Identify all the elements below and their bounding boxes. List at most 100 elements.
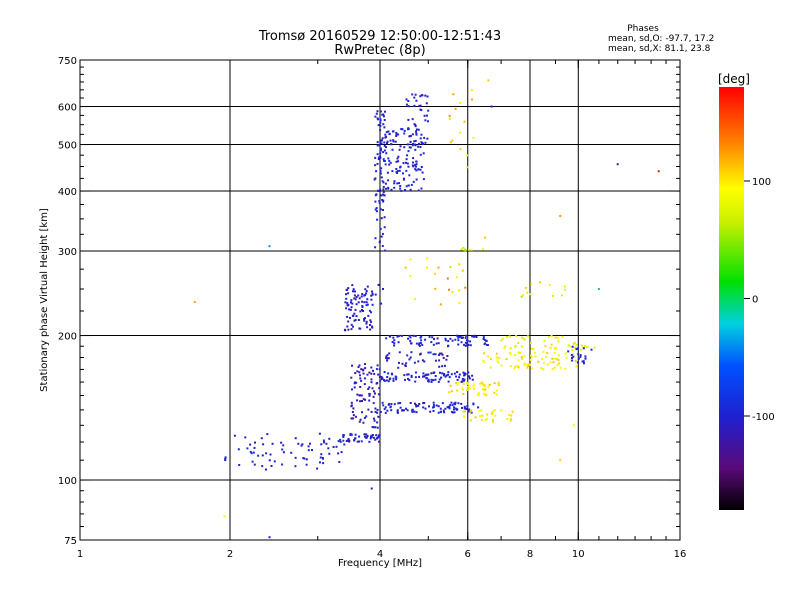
echo-point — [386, 376, 389, 378]
echo-point — [390, 403, 393, 405]
echo-point — [377, 283, 380, 286]
echo-point — [418, 403, 421, 405]
echo-point — [447, 340, 450, 343]
echo-point — [382, 404, 385, 407]
echo-point — [349, 434, 352, 436]
echo-point — [340, 451, 343, 454]
echo-point — [474, 416, 477, 419]
echo-point — [430, 372, 433, 375]
echo-point — [523, 355, 526, 358]
echo-point — [455, 375, 458, 378]
echo-point — [332, 446, 335, 448]
echo-point — [544, 356, 547, 358]
phase-stats: Phases mean, sd,O: -97.7, 17.2 mean, sd,… — [608, 24, 714, 54]
echo-point — [383, 379, 385, 382]
echo-point — [360, 440, 363, 443]
echo-point — [411, 93, 414, 96]
echo-point — [395, 135, 398, 137]
echo-point — [420, 339, 423, 342]
echo-point — [466, 154, 468, 157]
echo-point — [434, 287, 437, 290]
echo-point — [253, 463, 256, 466]
echo-point — [374, 293, 377, 296]
echo-point — [463, 378, 466, 381]
echo-point — [503, 347, 506, 350]
echo-point — [415, 404, 418, 407]
echo-point — [442, 409, 445, 412]
echo-point — [380, 217, 383, 220]
echo-point — [559, 459, 562, 462]
echo-point — [459, 335, 462, 338]
echo-point — [368, 399, 371, 402]
echo-point — [407, 150, 410, 153]
echo-point — [530, 354, 532, 357]
echo-point — [426, 95, 429, 98]
echo-point — [415, 160, 418, 163]
echo-point — [419, 352, 422, 355]
echo-point — [375, 437, 378, 440]
echo-point — [389, 161, 392, 164]
echo-point — [373, 178, 376, 181]
echo-point — [290, 451, 293, 454]
echo-point — [466, 382, 469, 385]
echo-point — [495, 389, 498, 392]
echo-point — [420, 166, 423, 168]
echo-point — [441, 402, 444, 405]
echo-point — [430, 380, 433, 383]
echo-point — [347, 438, 350, 440]
echo-point — [389, 139, 392, 142]
echo-point — [224, 456, 227, 459]
echo-point — [359, 327, 362, 330]
echo-point — [415, 163, 418, 166]
echo-point — [444, 339, 447, 342]
echo-point — [443, 373, 446, 375]
echo-point — [393, 339, 396, 342]
echo-point — [415, 128, 418, 131]
echo-point — [469, 387, 472, 390]
echo-point — [355, 303, 358, 306]
echo-point — [423, 375, 426, 378]
echo-point — [532, 348, 535, 351]
echo-point — [472, 403, 475, 406]
echo-point — [337, 452, 340, 455]
echo-point — [385, 187, 387, 190]
x-tick-label: 8 — [527, 549, 533, 560]
echo-point — [342, 434, 345, 437]
echo-point — [553, 347, 556, 350]
echo-point — [393, 403, 396, 406]
echo-point — [390, 143, 393, 146]
echo-point — [459, 148, 462, 151]
echo-point — [571, 359, 574, 362]
echo-point — [351, 284, 354, 287]
echo-point — [357, 366, 360, 368]
echo-point — [377, 118, 379, 121]
echo-point — [530, 282, 533, 285]
echo-point — [574, 360, 577, 363]
echo-point — [412, 157, 415, 160]
echo-point — [411, 118, 414, 121]
echo-point — [379, 172, 382, 175]
echo-point — [405, 103, 408, 106]
echo-point — [509, 353, 512, 356]
echo-point — [362, 368, 365, 371]
echo-point — [349, 308, 352, 311]
echo-point — [417, 404, 420, 407]
echo-point — [335, 445, 338, 448]
echo-point — [496, 359, 499, 362]
echo-point — [280, 441, 283, 444]
echo-point — [461, 248, 464, 250]
echo-point — [500, 409, 503, 412]
echo-point — [401, 362, 404, 365]
echo-point — [365, 436, 368, 439]
echo-point — [579, 355, 582, 358]
echo-point — [354, 381, 356, 384]
echo-point — [382, 193, 384, 196]
echo-point — [455, 382, 458, 385]
echo-point — [347, 287, 350, 290]
echo-point — [415, 411, 418, 414]
echo-point — [417, 189, 420, 192]
echo-point — [432, 404, 435, 406]
echo-point — [470, 89, 473, 91]
echo-point — [361, 411, 363, 414]
echo-point — [419, 342, 422, 345]
